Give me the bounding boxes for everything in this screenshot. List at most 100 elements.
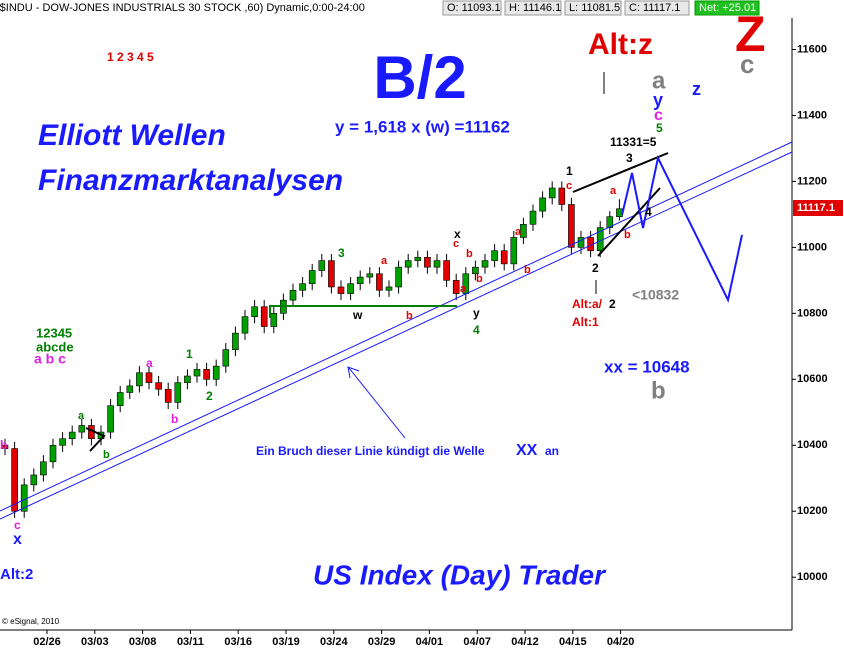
annotation: 2 — [206, 389, 213, 403]
x-tick-label: 04/12 — [511, 636, 539, 648]
triangle — [85, 427, 106, 452]
annotation: xx = 10648 — [604, 357, 690, 376]
annotation: z — [692, 79, 701, 99]
net-label: Net: +25.01 — [699, 2, 756, 14]
drawings — [0, 72, 793, 520]
candle-body — [356, 276, 364, 284]
annotation: a — [78, 410, 85, 422]
candle-body — [376, 273, 383, 291]
annotation: b — [624, 229, 631, 241]
x-tick-label: 03/03 — [81, 636, 109, 648]
candle-body — [606, 216, 614, 228]
annotations: 1 2 3 4 5 B/2 Alt:z Z c a y c 5 z Elliot… — [0, 6, 766, 626]
candle-body — [395, 266, 402, 288]
candle-body — [68, 431, 76, 439]
annotation: 4 — [645, 205, 652, 219]
annotation: 12345 — [36, 325, 72, 340]
y-tick-label: 10000 — [797, 571, 828, 583]
annotation: a — [381, 255, 388, 267]
annotation: 3 — [338, 246, 345, 260]
annotation: b — [524, 264, 531, 276]
candle-body — [78, 425, 86, 433]
annotation: c — [14, 518, 21, 532]
candle-body — [184, 375, 191, 383]
annotation: a — [460, 283, 467, 295]
annotation: 11331=5 — [610, 135, 657, 149]
x-tick-label: 04/07 — [463, 636, 491, 648]
annotation: y — [653, 90, 663, 110]
candle-body — [548, 187, 556, 199]
arrow-head — [347, 366, 360, 379]
annotation: Alt:2 — [0, 566, 33, 583]
y-tick-label: 11200 — [797, 175, 827, 187]
annotation: b — [171, 412, 178, 426]
annotation: <10832 — [632, 287, 679, 303]
candle-body — [212, 365, 220, 380]
annotation: b — [466, 248, 473, 260]
price-tag — [793, 200, 843, 216]
candle-body — [270, 313, 278, 327]
candle-body — [529, 210, 537, 225]
candle-body — [289, 289, 297, 301]
net-box — [694, 0, 760, 16]
open-label: O: 11093.1 — [447, 2, 501, 14]
x-tick-label: 04/20 — [607, 636, 635, 648]
annotation: a — [515, 226, 522, 238]
ohlc-box — [624, 0, 690, 16]
annotation: 2 — [592, 261, 599, 275]
candle-body — [424, 256, 431, 268]
annotation: w — [352, 308, 363, 322]
annotation: c — [740, 49, 754, 79]
annotation: x — [454, 227, 461, 241]
candle-body — [222, 349, 230, 367]
annotation: 3 — [626, 151, 633, 165]
x-tick-label: 03/08 — [129, 636, 157, 648]
candle-body — [500, 250, 508, 265]
y-tick-label: 10800 — [797, 307, 828, 319]
candle-body — [558, 187, 566, 205]
annotation: b — [476, 273, 483, 285]
candle-body — [251, 306, 258, 317]
y-tick-label: 10600 — [797, 373, 828, 385]
support-line — [269, 305, 457, 318]
annotation: x — [13, 531, 22, 548]
candle-body — [510, 237, 518, 265]
y-tick-label: 10200 — [797, 505, 828, 517]
annotation: US Index (Day) Trader — [313, 559, 607, 590]
annotation: Alt:z — [588, 28, 653, 61]
candle-body — [414, 256, 422, 261]
low-label: L: 11081.5 — [569, 2, 620, 14]
header: ($INDU - DOW-JONES INDUSTRIALS 30 STOCK … — [0, 0, 760, 16]
annotation: b — [0, 438, 7, 452]
annotation: a — [610, 185, 617, 197]
candle-body — [145, 372, 153, 383]
annotation: 1 — [186, 347, 193, 361]
candle-body — [433, 260, 441, 268]
annotation: Alt:1 — [572, 315, 599, 329]
x-tick-label: 03/29 — [368, 636, 396, 648]
annotation: c — [654, 107, 663, 124]
high-label: H: 11146.1 — [509, 2, 561, 14]
annotation: an — [545, 444, 559, 458]
candle-body — [520, 223, 527, 238]
y-tick-label: 11000 — [797, 241, 827, 253]
x-tick-label: 03/24 — [320, 636, 348, 648]
annotation: b — [651, 377, 666, 404]
annotation: 1 2 3 4 5 — [107, 50, 154, 64]
candle-body — [40, 461, 47, 476]
ohlc-box — [564, 0, 622, 16]
candle-body — [616, 208, 623, 217]
x-tick-label: 03/19 — [272, 636, 300, 648]
candle-body — [328, 260, 335, 288]
candle-body — [241, 316, 249, 334]
candle-body — [193, 369, 201, 377]
annotation: a — [146, 356, 153, 370]
trend-line — [0, 151, 793, 520]
chart-title: ($INDU - DOW-JONES INDUSTRIALS 30 STOCK … — [0, 2, 365, 14]
projection-path — [621, 154, 743, 304]
ohlc-box — [504, 0, 562, 16]
annotation: abcde — [36, 339, 74, 354]
price-tag-label: 11117.1 — [797, 202, 835, 214]
